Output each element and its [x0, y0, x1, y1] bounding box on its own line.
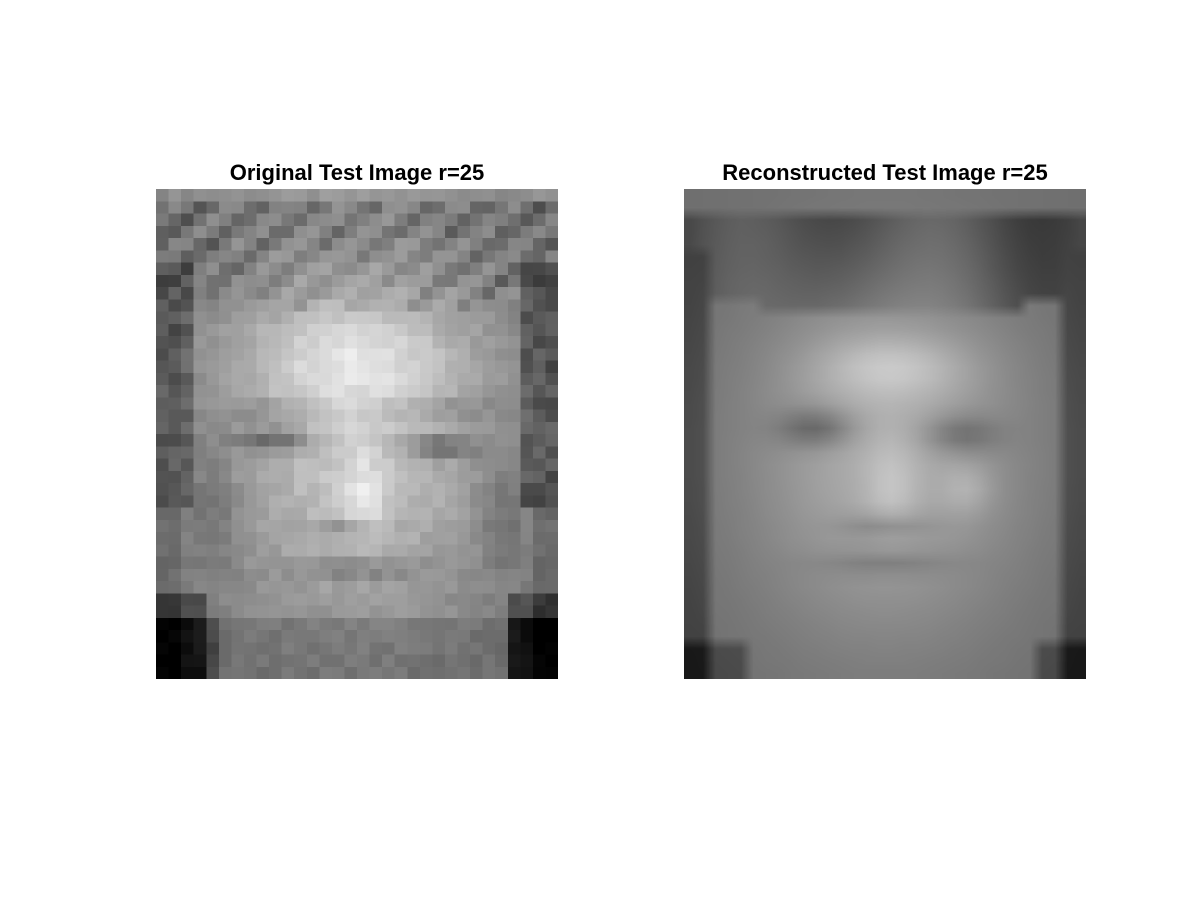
original-image-title: Original Test Image r=25: [229, 160, 485, 185]
reconstructed-image-title: Reconstructed Test Image r=25: [722, 160, 1048, 185]
original-face-canvas: [156, 189, 558, 679]
reconstructed-face-canvas: [684, 189, 1086, 679]
original-face-image: [156, 189, 558, 679]
reconstructed-face-image: [684, 189, 1086, 679]
